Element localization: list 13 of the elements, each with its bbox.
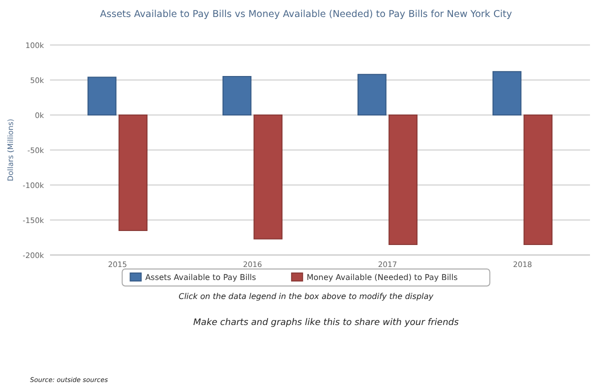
bar [524,114,552,245]
bar [492,71,522,116]
text: Click on the data legend in the box above to modify the display [178,292,434,301]
chart-title: Assets Available to Pay Bills vs Money Available (Needed) to Pay Bills for New York City [100,9,512,20]
bar [118,114,148,231]
bar [388,114,418,245]
text: Make charts and graphs like this to share with your friends [193,318,459,328]
bar [88,76,116,116]
bar [254,114,282,240]
bar [358,74,386,116]
legend-label: Money Available (Needed) to Pay Bills [306,273,458,282]
bar [222,76,252,116]
legend-label: Assets Available to Pay Bills [145,273,256,282]
